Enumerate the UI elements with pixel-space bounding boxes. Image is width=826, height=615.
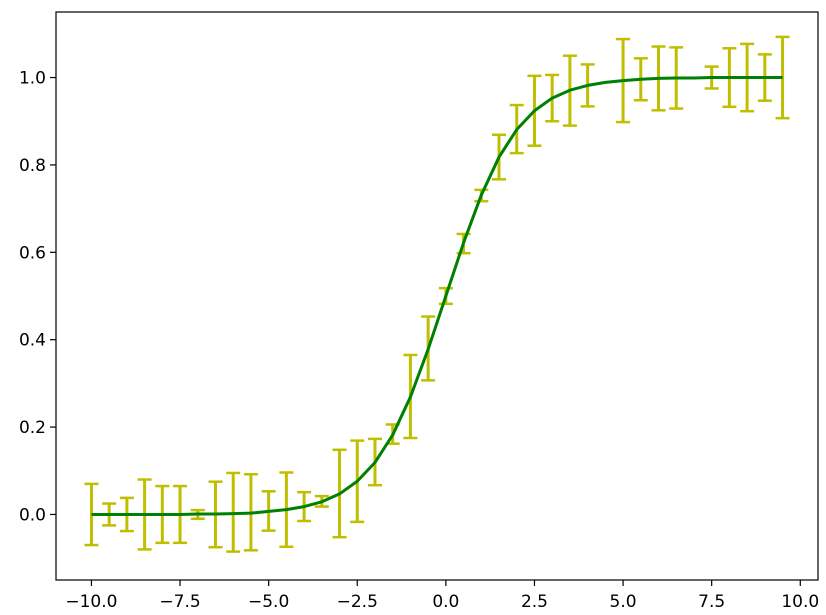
y-axis: 0.0 0.2 0.4 0.6 0.8 1.0 (19, 69, 56, 525)
y-tick-label: 0.4 (19, 331, 46, 351)
x-tick-label: −7.5 (159, 592, 200, 612)
x-tick-label: 0.0 (432, 592, 459, 612)
x-axis: −10.0 −7.5 −5.0 −2.5 0.0 2.5 5.0 7.5 10.0 (65, 580, 819, 612)
plot-background (56, 12, 818, 580)
y-tick-label: 0.0 (19, 505, 46, 525)
x-tick-label: 2.5 (521, 592, 548, 612)
x-tick-label: 7.5 (698, 592, 725, 612)
y-tick-label: 0.8 (19, 156, 46, 176)
fit-curve-line (91, 76, 783, 516)
y-tick-label: 0.2 (19, 418, 46, 438)
x-tick-label: −10.0 (65, 592, 117, 612)
fit-curve-series (91, 76, 783, 516)
x-tick-label: −2.5 (337, 592, 378, 612)
x-tick-label: 5.0 (610, 592, 637, 612)
x-tick-label: −5.0 (248, 592, 289, 612)
y-tick-label: 1.0 (19, 69, 46, 89)
x-tick-label: 10.0 (781, 592, 819, 612)
plot-frame (55, 11, 819, 581)
y-tick-label: 0.6 (19, 243, 46, 263)
